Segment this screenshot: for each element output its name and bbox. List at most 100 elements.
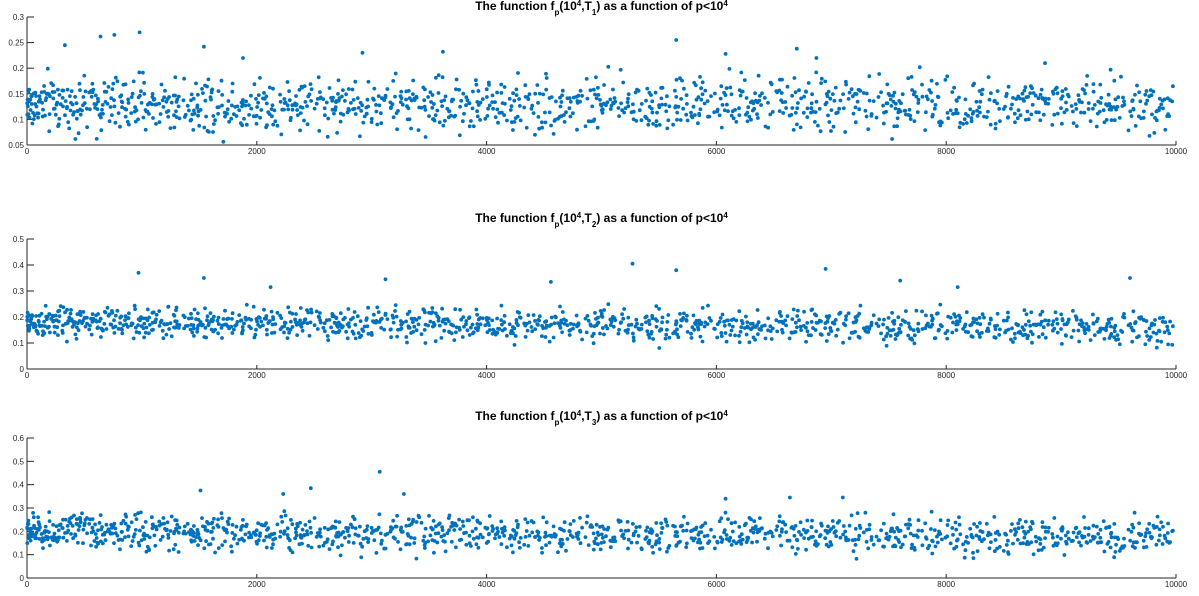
data-point xyxy=(285,80,290,84)
data-point xyxy=(307,333,312,338)
data-point xyxy=(703,521,708,525)
data-point xyxy=(116,111,121,115)
data-point xyxy=(37,522,42,527)
data-point xyxy=(987,546,992,551)
data-point xyxy=(182,524,187,529)
data-point xyxy=(252,82,257,87)
data-point xyxy=(516,522,520,527)
data-point xyxy=(27,326,32,331)
data-point xyxy=(346,321,351,326)
data-point xyxy=(282,529,287,534)
data-point xyxy=(929,509,934,514)
data-point xyxy=(906,333,911,338)
data-point xyxy=(1040,309,1045,314)
data-point xyxy=(376,94,381,98)
data-point xyxy=(912,548,917,552)
data-point xyxy=(80,108,84,113)
data-point xyxy=(1086,107,1091,111)
data-point xyxy=(830,92,835,96)
data-point xyxy=(230,311,235,316)
data-point xyxy=(916,329,921,334)
data-point xyxy=(826,89,831,94)
data-point xyxy=(460,335,465,339)
data-point xyxy=(262,91,266,95)
data-point xyxy=(829,129,833,133)
data-point xyxy=(196,113,201,118)
data-point xyxy=(209,97,213,102)
data-point xyxy=(770,326,775,331)
data-point xyxy=(536,101,540,105)
data-point xyxy=(585,314,590,318)
data-point xyxy=(353,79,358,84)
data-point xyxy=(723,331,728,335)
data-point xyxy=(912,333,917,338)
data-point xyxy=(604,103,608,107)
data-point xyxy=(906,76,911,81)
data-point xyxy=(457,517,461,522)
data-point xyxy=(946,116,951,121)
data-point xyxy=(674,38,679,42)
data-point xyxy=(571,535,575,539)
data-point xyxy=(487,532,491,536)
data-point xyxy=(881,103,885,108)
data-point xyxy=(315,327,320,331)
data-point xyxy=(665,549,669,554)
data-point xyxy=(609,103,614,108)
data-point xyxy=(809,106,814,111)
data-point xyxy=(235,320,240,324)
data-point xyxy=(289,518,293,522)
data-point xyxy=(929,313,934,318)
data-point xyxy=(841,106,846,111)
y-tick-label: 0 xyxy=(20,574,25,583)
data-point xyxy=(881,322,885,327)
data-point xyxy=(69,89,74,93)
data-point xyxy=(694,318,699,323)
data-point xyxy=(449,539,454,544)
data-point xyxy=(998,119,1002,123)
data-point xyxy=(298,520,302,525)
data-point xyxy=(350,525,355,530)
data-point xyxy=(1071,109,1075,114)
data-point xyxy=(798,324,803,329)
title-part: p xyxy=(555,418,560,427)
data-point xyxy=(1086,532,1091,537)
data-point xyxy=(1026,117,1031,122)
data-point xyxy=(769,337,774,341)
data-point xyxy=(346,87,351,91)
data-point xyxy=(634,119,639,123)
data-point xyxy=(1066,536,1071,541)
data-point xyxy=(986,75,991,79)
data-point xyxy=(1147,134,1152,138)
data-point xyxy=(129,520,134,525)
data-point xyxy=(182,76,187,81)
data-point xyxy=(712,110,717,115)
data-point xyxy=(699,320,704,325)
data-point xyxy=(517,97,521,101)
data-point xyxy=(96,96,100,101)
data-point xyxy=(475,114,480,119)
data-point xyxy=(240,101,245,106)
data-point xyxy=(471,536,476,541)
data-point xyxy=(998,327,1002,332)
data-point xyxy=(505,118,509,123)
data-point xyxy=(88,107,92,112)
data-point xyxy=(645,329,650,334)
data-point xyxy=(843,529,848,534)
data-point xyxy=(1151,89,1156,94)
data-point xyxy=(174,528,179,532)
data-point xyxy=(447,109,452,114)
data-point xyxy=(900,542,905,547)
data-point xyxy=(675,534,680,539)
data-point xyxy=(192,108,196,113)
data-point xyxy=(1084,83,1089,87)
data-point xyxy=(264,94,269,99)
data-point xyxy=(568,321,573,326)
data-point xyxy=(634,525,639,530)
data-point xyxy=(383,277,388,282)
data-point xyxy=(1161,524,1165,529)
data-point xyxy=(467,124,472,129)
data-point xyxy=(594,75,598,80)
data-point xyxy=(724,339,729,344)
data-point xyxy=(970,335,975,339)
data-point xyxy=(1064,108,1069,112)
